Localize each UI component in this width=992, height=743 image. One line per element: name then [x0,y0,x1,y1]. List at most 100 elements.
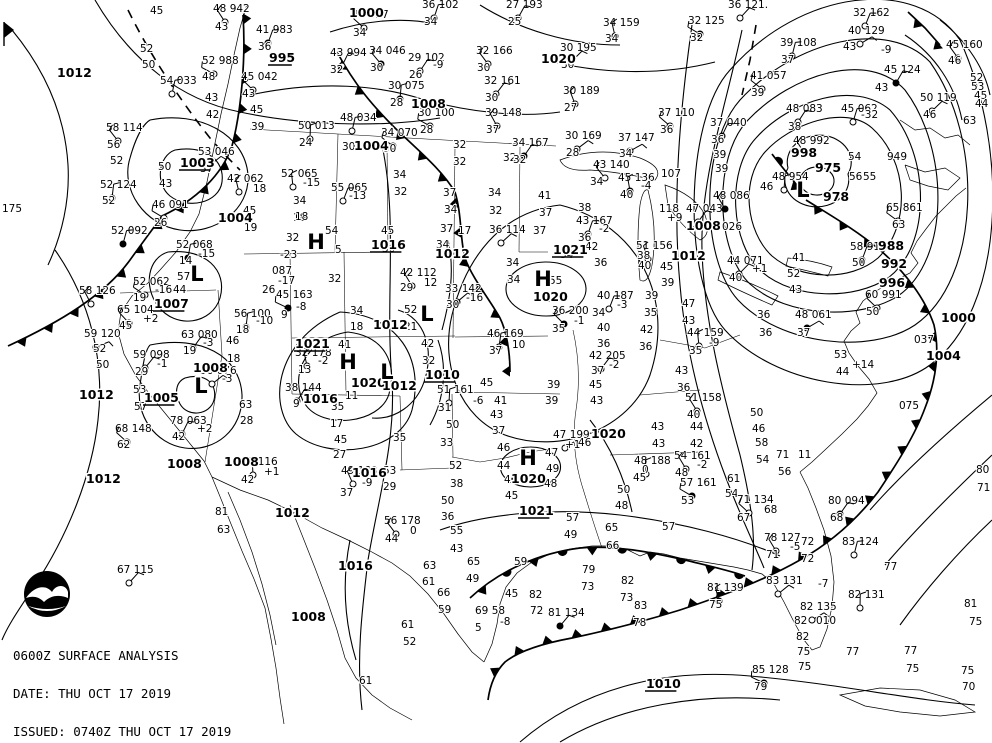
station-label: 75 [961,665,974,677]
station-label: 25 [508,16,521,28]
station-label: 44 [690,421,704,433]
station-circle-icon [626,147,634,155]
station-label: 36 [578,232,592,244]
station-label: 47 199 [553,429,590,441]
station-circle-icon [849,118,857,126]
wind-barb-tick-icon [404,268,409,275]
warm-front-semicircle-icon [774,156,783,166]
station-label: 18 [293,212,306,224]
station-label: 36 [660,124,674,136]
station-label: 36 [677,382,691,394]
station-circle-icon [125,319,133,327]
cold-front-triangle-icon [16,337,27,347]
wind-barb-tick-icon [511,233,517,237]
wind-barb-icon [459,292,469,301]
station-label: 41 [792,252,805,264]
cold-front-triangle-icon [453,226,462,238]
station-label: 37 [797,327,810,339]
station-label: 37 [340,487,353,499]
station-label: -7 [818,578,828,590]
station-label: 34 [350,305,364,317]
station-label: 18 [295,211,308,223]
station-label: 43 [843,41,856,53]
station-circle-icon [178,430,186,438]
station-circle-icon [601,174,609,182]
station-label: 37 147 [618,132,655,144]
station-label: +1 [565,439,580,451]
station-label: 18 [227,353,240,365]
station-circle-icon [289,183,297,191]
station-label: 42 [421,338,434,350]
station-label: 46 [497,442,511,454]
wind-barb-tick-icon [643,241,649,247]
station-label: 75 [969,616,982,628]
wind-barb-tick-icon [188,420,195,423]
station-circle-icon [303,362,311,370]
station-label: 32 161 [484,75,521,87]
warm-front-semicircle-icon [617,548,628,554]
isobar-value-label: 1020 [511,471,546,486]
wind-barb-icon [498,333,502,344]
isobar-value-label: 1020 [351,375,386,390]
wind-barb-tick-icon [310,122,317,126]
station-label: 48 061 [795,309,832,321]
cold-front-triangle-icon [490,308,501,318]
station-label: 45 [381,225,394,237]
station-label: 49 188 [341,465,378,477]
station-label: +14 [852,359,874,371]
station-label: 42 [690,438,703,450]
station-label: 66 [437,587,451,599]
wind-barb-icon [303,352,307,363]
station-label: 52 092 [111,225,148,237]
station-label: 75 [797,646,810,658]
isobar-value-label: 1007 [154,296,189,311]
station-label: -9 [433,59,443,71]
wind-barb-tick-icon [524,5,531,8]
station-label: 37 [486,124,499,136]
station-label: 34 [488,187,502,199]
station-label: 40 [687,409,700,421]
cold-front-triangle-icon [790,180,801,191]
cold-front-triangle-icon [705,564,716,574]
station-label: 075 [899,400,919,412]
station-label: 26 [154,217,168,229]
station-circle-icon [416,67,424,75]
station-label: -1 [157,358,167,370]
station-label: 52 [110,155,123,167]
station-label: 107 [661,168,681,180]
station-label: 30 [383,143,396,155]
station-circle-icon [495,343,503,351]
isobar-value-label: 1021 [295,336,330,351]
isobar-value-label: 1012 [435,246,470,261]
station-circle-icon [605,305,613,313]
cold-front-triangle-icon [477,584,487,595]
station-label: 61 [422,576,435,588]
occluded-front-symbols [774,156,801,191]
station-circle-icon [349,480,357,488]
wind-barb-icon [291,173,294,184]
cold-front-triangle-icon [715,588,727,598]
wind-barb-icon [854,541,858,553]
station-label: 36 200 [552,305,589,317]
station-circle-icon [682,465,690,473]
station-label: 37 [443,187,456,199]
station-label: 52 [102,195,115,207]
station-label: 29 [135,366,148,378]
station-label: 27 [564,102,577,114]
wind-barb-icon [689,398,696,409]
cold-front-triangle-icon [571,629,583,639]
wind-barb-tick-icon [427,58,434,62]
station-label: 21 [404,321,417,333]
station-circle-icon [108,194,116,202]
station-circle-icon [242,323,250,331]
isobar-value-label: 1008 [686,218,721,233]
station-circle-icon [338,62,346,70]
trough-quebec [741,24,757,96]
station-label: 48 034 [340,112,377,124]
station-label: 32 166 [476,45,513,57]
wind-barb-icon [133,286,143,294]
wind-barb-tick-icon [687,20,690,28]
low-pressure-center: L [420,302,433,326]
wind-barb-tick-icon [678,451,683,458]
station-label: 32 [394,186,407,198]
